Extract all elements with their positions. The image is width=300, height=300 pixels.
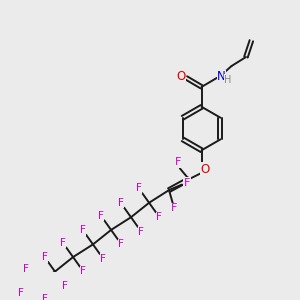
Text: F: F <box>80 266 86 276</box>
Text: F: F <box>171 203 178 213</box>
Text: O: O <box>176 70 185 83</box>
Text: F: F <box>62 281 68 291</box>
Text: H: H <box>224 75 232 85</box>
Text: F: F <box>175 157 181 167</box>
Text: F: F <box>98 211 104 220</box>
Text: F: F <box>184 178 190 188</box>
Text: F: F <box>136 183 142 194</box>
Text: F: F <box>118 198 124 208</box>
Text: N: N <box>217 70 226 83</box>
Text: F: F <box>22 264 28 274</box>
Text: F: F <box>118 239 124 249</box>
Text: F: F <box>42 294 47 300</box>
Text: F: F <box>60 238 66 248</box>
Text: O: O <box>201 163 210 176</box>
Text: F: F <box>138 226 144 237</box>
Text: F: F <box>42 252 48 262</box>
Text: F: F <box>156 212 162 222</box>
Text: F: F <box>100 254 106 264</box>
Text: F: F <box>18 289 23 298</box>
Text: F: F <box>80 225 86 235</box>
